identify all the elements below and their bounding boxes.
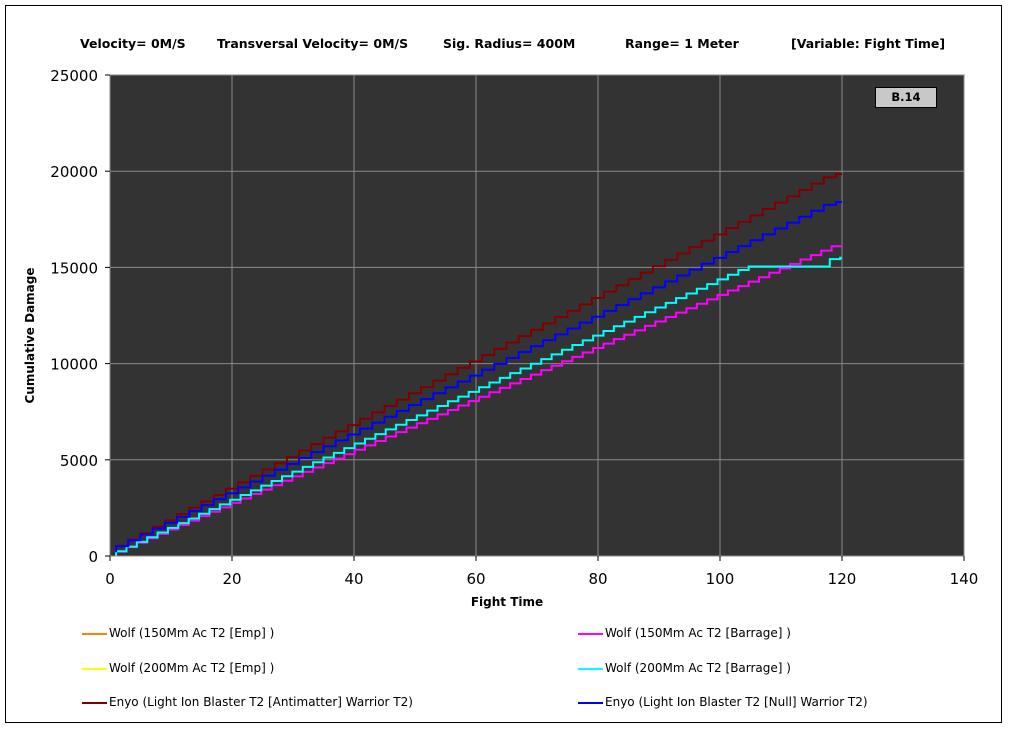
chart-badge: B.14 xyxy=(875,87,937,108)
series-line xyxy=(115,256,842,556)
x-axis-label: Fight Time xyxy=(471,595,543,609)
legend-label: Wolf (200Mm Ac T2 [Barrage] ) xyxy=(605,661,791,675)
y-tick-label: 0 xyxy=(88,548,98,566)
legend-swatch xyxy=(82,702,107,704)
legend-swatch xyxy=(82,633,107,635)
x-tick-label: 100 xyxy=(706,570,735,588)
x-tick-label: 60 xyxy=(466,570,485,588)
legend-swatch xyxy=(578,633,603,635)
x-tick-label: 0 xyxy=(105,570,115,588)
y-tick-label: 25000 xyxy=(50,67,98,85)
legend-swatch xyxy=(578,702,603,704)
y-axis-label: Cumulative Damage xyxy=(23,268,37,404)
x-tick-label: 40 xyxy=(344,570,363,588)
y-tick-label: 10000 xyxy=(50,356,98,374)
x-tick-label: 120 xyxy=(828,570,857,588)
header-variable: [Variable: Fight Time] xyxy=(791,36,946,51)
series-line xyxy=(115,245,842,556)
legend-label: Enyo (Light Ion Blaster T2 [Antimatter] … xyxy=(109,695,413,709)
header-velocity: Velocity= 0M/S xyxy=(80,36,186,51)
header-transversal-velocity: Transversal Velocity= 0M/S xyxy=(217,36,409,51)
x-tick-label: 80 xyxy=(588,570,607,588)
x-tick-label: 140 xyxy=(950,570,979,588)
legend-swatch xyxy=(578,668,603,670)
header-range: Range= 1 Meter xyxy=(625,36,739,51)
y-tick-label: 15000 xyxy=(50,259,98,277)
legend-label: Enyo (Light Ion Blaster T2 [Null] Warrio… xyxy=(605,695,868,709)
chart-header: Velocity= 0M/S Transversal Velocity= 0M/… xyxy=(0,36,1010,52)
series-lines xyxy=(115,173,842,556)
header-sig-radius: Sig. Radius= 400M xyxy=(443,36,576,51)
legend-swatch xyxy=(82,668,107,670)
legend-label: Wolf (150Mm Ac T2 [Barrage] ) xyxy=(605,626,791,640)
y-tick-label: 20000 xyxy=(50,163,98,181)
series-line xyxy=(115,200,842,553)
legend-label: Wolf (150Mm Ac T2 [Emp] ) xyxy=(109,626,275,640)
legend-label: Wolf (200Mm Ac T2 [Emp] ) xyxy=(109,661,275,675)
y-tick-label: 5000 xyxy=(60,452,98,470)
x-tick-label: 20 xyxy=(222,570,241,588)
axis-ticks: 0 20 40 60 80 100 120 140 0 5000 10000 15000 20000 25… xyxy=(50,67,978,588)
